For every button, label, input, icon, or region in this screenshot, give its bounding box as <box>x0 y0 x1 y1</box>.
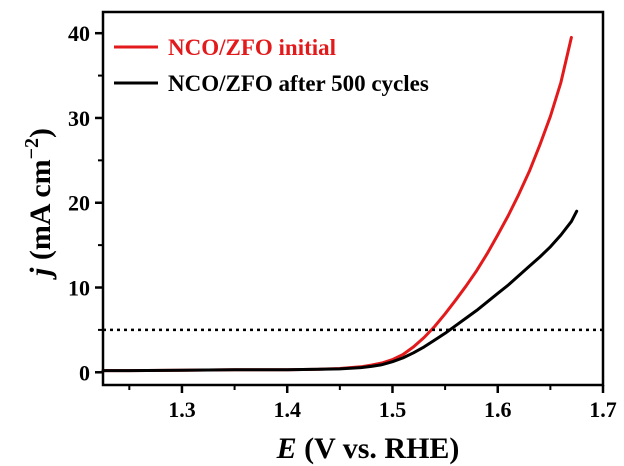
y-axis-title: j (mA cm−2) <box>21 128 57 280</box>
y-tick-label-1: 10 <box>68 276 90 301</box>
x-tick-label-3: 1.6 <box>484 397 512 422</box>
y-tick-label-2: 20 <box>68 191 90 216</box>
y-axis-variable: j <box>24 267 57 280</box>
y-axis-unit-close: ) <box>24 128 57 138</box>
y-axis-unit: (mA cm <box>24 159 57 267</box>
x-tick-label-1: 1.4 <box>273 397 301 422</box>
series-layer <box>101 35 579 373</box>
legend-label-2: NCO/ZFO after 500 cycles <box>168 71 429 96</box>
series-line-2 <box>101 209 579 373</box>
y-ticks: 0 10 20 30 40 <box>68 21 103 385</box>
x-axis-unit: (V vs. RHE) <box>297 432 460 465</box>
x-axis-title: E (V vs. RHE) <box>276 432 460 465</box>
legend: NCO/ZFO initial NCO/ZFO after 500 cycles <box>114 35 429 96</box>
plot-frame <box>101 10 605 387</box>
x-ticks: 1.3 1.4 1.5 1.6 1.7 <box>128 385 617 422</box>
x-tick-label-2: 1.5 <box>379 397 407 422</box>
y-tick-label-0: 0 <box>79 360 90 385</box>
legend-label-1: NCO/ZFO initial <box>168 35 336 60</box>
y-tick-label-4: 40 <box>68 21 90 46</box>
y-axis-unit-exponent: −2 <box>21 138 43 159</box>
x-axis-variable: E <box>276 432 297 465</box>
x-tick-label-0: 1.3 <box>168 397 196 422</box>
y-tick-label-3: 30 <box>68 106 90 131</box>
x-tick-label-4: 1.7 <box>589 397 617 422</box>
